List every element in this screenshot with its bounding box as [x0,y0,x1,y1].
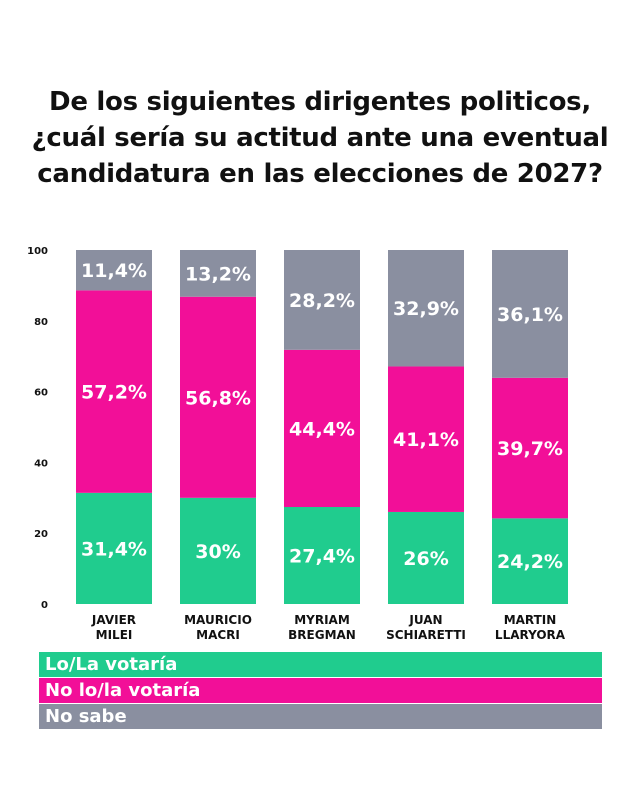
bar-segment [284,250,360,350]
title-line-1: De los siguientes dirigentes politicos, [49,87,591,117]
bar-segment [388,366,464,512]
bar-segment [76,250,152,291]
bar-segment [492,377,568,519]
bar-segment [76,492,152,604]
bar-value-label: 32,9% [393,298,459,320]
x-category-label: SCHIARETTI [386,628,466,642]
bar-segment [492,250,568,378]
bar-value-label: 41,1% [393,429,459,451]
y-tick-label: 0 [41,600,48,611]
bar-segment [492,518,568,604]
bar-value-label: 13,2% [185,263,251,285]
bar-value-label: 39,7% [497,438,563,460]
bar-value-label: 27,4% [289,546,355,568]
y-tick-label: 40 [34,458,48,469]
bar-segment [388,250,464,367]
legend-item-votaria: Lo/La votaría [39,652,602,677]
x-category-label: LLARYORA [495,628,566,642]
bar-segment [180,497,256,604]
bar-value-label: 11,4% [81,260,147,282]
bar-segment [284,507,360,604]
bar-value-label: 57,2% [81,382,147,404]
bar-segment [388,511,464,604]
bar-value-label: 30% [195,541,240,563]
legend-item-no-sabe: No sabe [39,704,602,729]
x-category-label: JAVIER [91,613,136,627]
bar-value-label: 26% [403,548,448,570]
x-category-label: MARTIN [504,613,557,627]
legend-item-no-votaria: No lo/la votaría [39,678,602,703]
bar-segment [76,290,152,493]
bar-value-label: 44,4% [289,418,355,440]
bar-segment [284,349,360,508]
bar-segment [180,296,256,498]
bar-value-label: 28,2% [289,290,355,312]
bar-segment [180,250,256,297]
bar-value-label: 56,8% [185,387,251,409]
y-tick-label: 60 [34,388,48,399]
y-tick-label: 80 [34,317,48,328]
bar-value-label: 36,1% [497,304,563,326]
x-category-label: JUAN [408,613,442,627]
x-category-label: MACRI [196,628,240,642]
bar-value-label: 31,4% [81,538,147,560]
y-tick-label: 20 [34,529,48,540]
title-line-2: ¿cuál sería su actitud ante una eventual [31,123,609,153]
chart-legend: Lo/La votaría No lo/la votaría No sabe [39,652,602,730]
x-category-label: MAURICIO [184,613,252,627]
title-line-3: candidatura en las elecciones de 2027? [37,159,603,189]
chart-title: De los siguientes dirigentes politicos, … [0,84,640,192]
x-category-label: MILEI [96,628,133,642]
x-category-label: BREGMAN [288,628,356,642]
y-tick-label: 100 [27,246,48,257]
bar-value-label: 24,2% [497,551,563,573]
x-category-label: MYRIAM [294,613,350,627]
